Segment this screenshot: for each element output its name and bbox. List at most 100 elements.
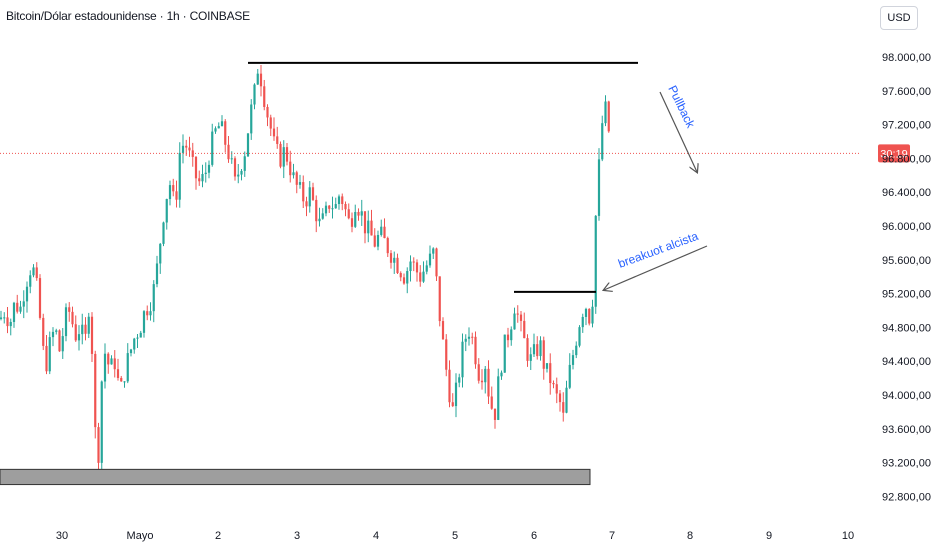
candle-body (113, 358, 116, 370)
candle-body (6, 317, 9, 327)
candle-body (253, 84, 256, 105)
candle-body (263, 86, 266, 107)
candle-body (133, 338, 136, 350)
candle-body (97, 427, 100, 463)
candle-body (172, 185, 175, 192)
candle-body (194, 156, 198, 179)
x-tick-label: 30 (56, 530, 68, 542)
candle-body (565, 387, 568, 413)
candle-body (597, 159, 601, 216)
candle-body (383, 226, 386, 239)
pullback-arrow (659, 91, 697, 172)
candle-body (467, 336, 471, 339)
y-tick-label: 96.400,00 (882, 187, 931, 199)
candle-body (571, 355, 575, 365)
candle-body (497, 376, 500, 420)
candle-body (464, 338, 467, 342)
candle-body (386, 238, 389, 254)
candle-body (513, 313, 516, 330)
candle-body (315, 199, 318, 222)
candle-body (458, 377, 461, 383)
candle-body (9, 321, 12, 327)
candle-body (84, 324, 87, 334)
candle-body (289, 161, 292, 176)
y-tick-label: 96.000,00 (882, 221, 931, 233)
candle-body (269, 117, 272, 129)
candle-body (55, 330, 58, 332)
price-badge (878, 144, 910, 163)
candle-body (198, 178, 201, 182)
candle-body (328, 205, 331, 209)
candle-body (344, 204, 347, 210)
candle-body (399, 273, 402, 278)
candle-body (526, 338, 529, 361)
candle-body (162, 222, 165, 244)
candle-body (35, 267, 38, 279)
candle-body (529, 354, 532, 361)
candle-body (532, 344, 536, 355)
candle-body (337, 196, 341, 205)
candle-body (568, 364, 571, 388)
candle-body (181, 145, 185, 153)
candle-body (12, 302, 16, 322)
candle-body (146, 311, 149, 316)
x-tick-label: 4 (373, 530, 379, 542)
candle-body (311, 187, 315, 200)
y-tick-label: 94.400,00 (882, 356, 931, 368)
candle-body (3, 317, 6, 319)
chart-title: Bitcoin/Dólar estadounidense · 1h · COIN… (6, 9, 250, 23)
candle-body (318, 218, 321, 222)
candle-body (246, 133, 250, 157)
candle-body (581, 316, 584, 328)
candle-body (259, 73, 263, 87)
candle-body (227, 144, 230, 160)
candle-body (61, 336, 64, 352)
candle-body (425, 265, 428, 272)
candle-body (81, 324, 84, 335)
candle-body (272, 128, 276, 137)
y-tick-label: 95.200,00 (882, 289, 931, 301)
candle-body (331, 208, 334, 210)
candle-body (363, 211, 367, 234)
candle-body (220, 121, 224, 127)
candle-body (116, 369, 120, 378)
breakout-arrow (604, 245, 708, 290)
candle-body (305, 201, 308, 207)
candle-body (601, 123, 604, 160)
candle-body (490, 396, 493, 409)
candle-body (341, 196, 344, 205)
candle-body (324, 205, 328, 214)
candle-body (74, 324, 77, 341)
candle-body (217, 126, 220, 129)
candle-body (545, 363, 549, 369)
candle-body (477, 364, 480, 381)
candle-body (516, 313, 519, 315)
candle-body (409, 261, 412, 272)
candle-body (298, 182, 302, 185)
candle-body (302, 182, 305, 202)
currency-selector[interactable]: USD (880, 6, 918, 30)
candle-body (549, 363, 552, 384)
candle-body (454, 382, 458, 407)
candle-body (308, 187, 311, 207)
candle-body (438, 276, 441, 322)
candle-body (240, 170, 243, 175)
y-tick-label: 97.200,00 (882, 120, 931, 132)
candle-body (103, 353, 107, 382)
candle-body (519, 314, 523, 321)
candle-body (110, 358, 113, 365)
candle-body (292, 172, 295, 176)
candle-body (233, 158, 237, 177)
candle-body (211, 131, 214, 165)
candle-body (412, 261, 415, 263)
candle-body (506, 334, 510, 341)
candle-body (276, 136, 279, 144)
candle-body (419, 272, 422, 282)
candle-body (428, 253, 432, 266)
x-tick-label: 5 (452, 530, 458, 542)
candle-body (604, 101, 607, 124)
x-tick-label: 10 (842, 530, 854, 542)
candle-body (432, 248, 435, 254)
candle-body (555, 384, 558, 394)
